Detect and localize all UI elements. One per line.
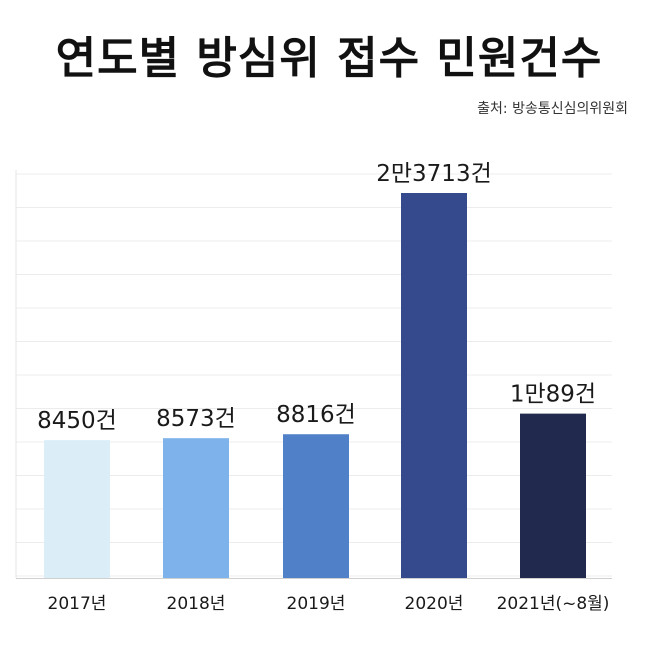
chart-title: 연도별 방심위 접수 민원건수 [55,33,603,84]
bar-5 [520,413,586,578]
bar-3 [283,434,349,578]
x-tick-label-3: 2019년 [287,594,346,614]
bar-4 [401,193,467,578]
gridlines [15,170,612,578]
source-note: 출처: 방송통신심의위원회 [477,101,628,117]
bars [44,193,586,578]
x-tick-labels: 2017년 2018년 2019년 2020년 2021년(~8월) [48,594,610,614]
data-label-5: 1만89건 [510,382,596,408]
x-tick-label-4: 2020년 [405,594,464,614]
bar-2 [163,438,229,578]
data-label-2: 8573건 [156,406,236,432]
x-tick-label-5: 2021년(~8월) [497,594,610,614]
data-labels: 8450건 8573건 8816건 2만3713건 1만89건 [37,161,596,434]
data-label-4: 2만3713건 [376,161,492,187]
data-label-3: 8816건 [276,402,356,428]
bar-1 [44,440,110,578]
x-tick-label-2: 2018년 [167,594,226,614]
x-tick-label-1: 2017년 [48,594,107,614]
data-label-1: 8450건 [37,408,117,434]
